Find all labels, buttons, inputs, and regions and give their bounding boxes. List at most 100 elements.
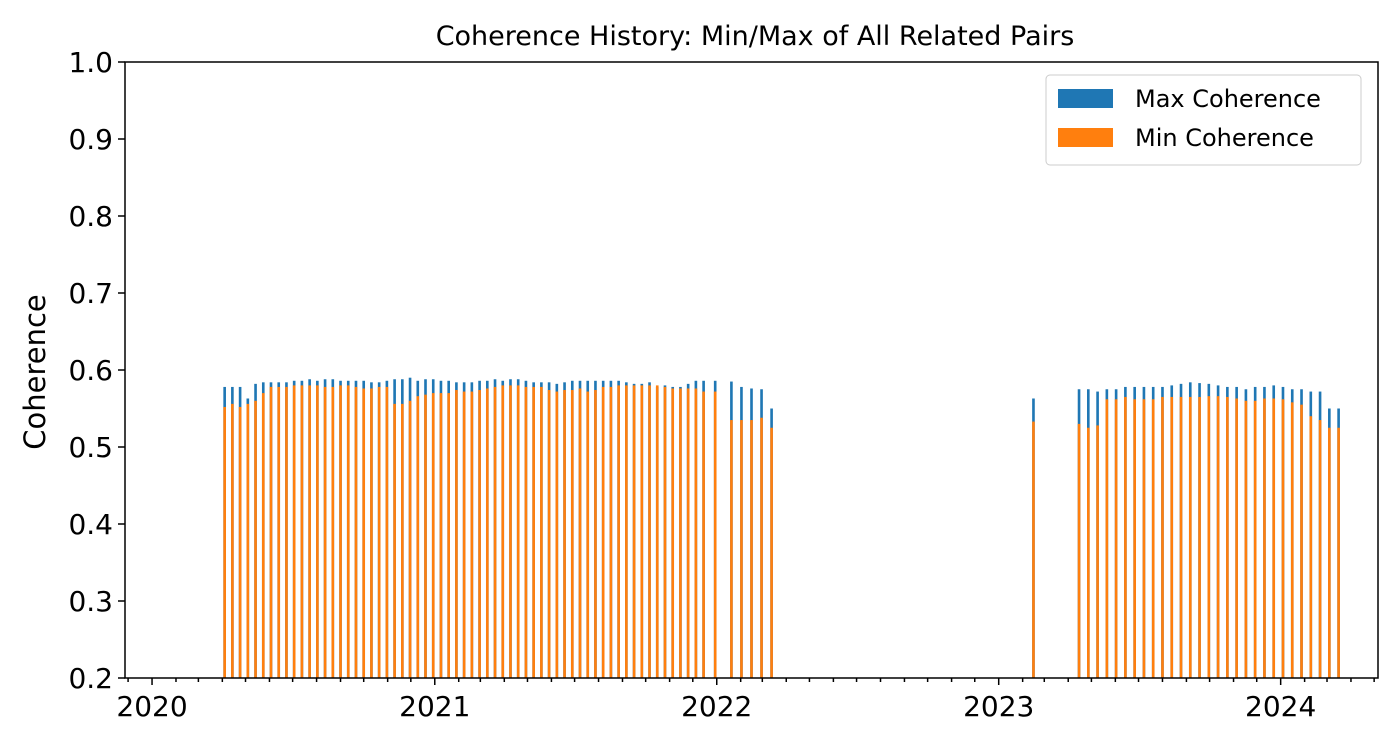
min-coherence-bar [1300, 404, 1303, 678]
min-coherence-bar [1032, 421, 1035, 678]
min-coherence-bar [671, 388, 675, 678]
min-coherence-bar [655, 385, 659, 678]
min-coherence-bar [431, 393, 435, 678]
min-coherence-bar [509, 385, 512, 678]
x-tick-label: 2023 [963, 690, 1034, 723]
legend: Max Coherence Min Coherence [1045, 74, 1362, 166]
min-coherence-bar [760, 417, 763, 678]
min-coherence-bar [470, 391, 474, 678]
min-coherence-bar [485, 388, 489, 678]
y-axis-label: Coherence [18, 294, 52, 450]
min-coherence-bar [1161, 396, 1164, 678]
min-coherence-bar [679, 388, 682, 678]
min-coherence-bar [632, 385, 636, 678]
min-coherence-bar [238, 406, 242, 678]
min-coherence-bar [1244, 400, 1248, 678]
min-coherence-bar [285, 386, 288, 678]
min-coherence-bar [493, 386, 497, 678]
min-coherence-bar [439, 393, 443, 678]
x-tick-label: 2021 [399, 690, 470, 723]
y-tick-label: 1.0 [68, 46, 113, 79]
min-coherence-bar [478, 390, 481, 678]
min-coherence-bar [750, 420, 753, 678]
min-coherence-bar [516, 385, 520, 678]
min-coherence-bar [617, 385, 620, 678]
min-coherence-bar [1337, 427, 1340, 678]
min-coherence-bar [269, 386, 273, 678]
min-coherence-bar [339, 385, 342, 678]
min-coherence-bar [416, 396, 420, 678]
min-coherence-bar [261, 393, 265, 678]
min-coherence-bar [663, 386, 667, 678]
min-coherence-bar [1170, 396, 1174, 678]
min-coherence-bar [740, 420, 743, 678]
min-coherence-bar [362, 388, 366, 678]
min-coherence-bar [1272, 398, 1276, 678]
min-coherence-bar [393, 403, 396, 678]
min-coherence-bar [1226, 396, 1229, 678]
min-coherence-bar [1105, 399, 1109, 678]
min-coherence-bar [586, 391, 590, 678]
min-coherence-bar [540, 386, 543, 678]
min-coherence-bar [770, 427, 773, 678]
min-coherence-bar [532, 386, 535, 678]
min-coherence-bar [316, 385, 319, 678]
min-coherence-bar [346, 385, 350, 678]
min-coherence-bar [377, 386, 381, 678]
min-coherence-bar [1179, 396, 1183, 678]
min-coherence-bar [308, 385, 311, 678]
min-coherence-bar [223, 406, 226, 678]
x-tick-label: 2024 [1245, 690, 1316, 723]
min-coherence-bar [594, 390, 597, 678]
min-coherence-bar [1263, 398, 1266, 678]
min-coherence-bar [1207, 396, 1211, 678]
min-coherence-bar [1087, 427, 1090, 678]
min-coherence-bar [1235, 398, 1238, 678]
y-tick-label: 0.9 [68, 123, 113, 156]
min-coherence-bar [462, 391, 466, 678]
chart-title: Coherence History: Min/Max of All Relate… [436, 21, 1075, 52]
legend-swatch-max [1058, 89, 1113, 108]
min-coherence-bar [578, 388, 582, 678]
min-coherence-bar [1290, 402, 1294, 678]
y-tick-label: 0.2 [68, 662, 113, 695]
min-coherence-bar [501, 385, 505, 678]
y-tick-label: 0.4 [68, 508, 113, 541]
min-coherence-bar [713, 391, 717, 678]
min-coherence-bar [570, 390, 574, 678]
y-tick-label: 0.3 [68, 585, 113, 618]
legend-label-max: Max Coherence [1135, 85, 1321, 113]
min-coherence-bar [424, 394, 427, 678]
min-coherence-bar [648, 385, 651, 678]
min-coherence-bar [300, 385, 304, 678]
y-tick-label: 0.6 [68, 354, 113, 387]
min-coherence-bar [292, 385, 296, 678]
y-tick-label: 0.7 [68, 277, 113, 310]
min-coherence-bar [694, 388, 698, 678]
x-tick-label: 2020 [116, 690, 187, 723]
min-coherence-bar [331, 386, 335, 678]
legend-label-min: Min Coherence [1135, 124, 1314, 152]
bars-group [223, 377, 1340, 678]
min-coherence-bar [1142, 399, 1146, 678]
y-axis-ticks: 0.2 0.3 0.4 0.5 0.6 0.7 0.8 0.9 1.0 [68, 46, 125, 695]
min-coherence-bar [625, 385, 628, 678]
x-axis-ticks: 2020 2021 2022 2023 2024 [116, 678, 1375, 723]
min-coherence-bar [385, 386, 389, 678]
legend-swatch-min [1058, 128, 1113, 147]
min-coherence-bar [447, 393, 450, 678]
min-coherence-bar [1198, 396, 1201, 678]
min-coherence-bar [1114, 399, 1118, 678]
min-coherence-bar [563, 390, 566, 678]
y-tick-label: 0.5 [68, 431, 113, 464]
min-coherence-bar [1253, 400, 1257, 678]
min-coherence-bar [370, 388, 373, 678]
min-coherence-bar [1281, 399, 1285, 678]
min-coherence-bar [455, 390, 458, 678]
min-coherence-bar [547, 390, 551, 678]
min-coherence-bar [702, 391, 705, 678]
min-coherence-bar [730, 420, 733, 678]
min-coherence-bar [1318, 420, 1322, 678]
min-coherence-bar [1216, 396, 1220, 678]
